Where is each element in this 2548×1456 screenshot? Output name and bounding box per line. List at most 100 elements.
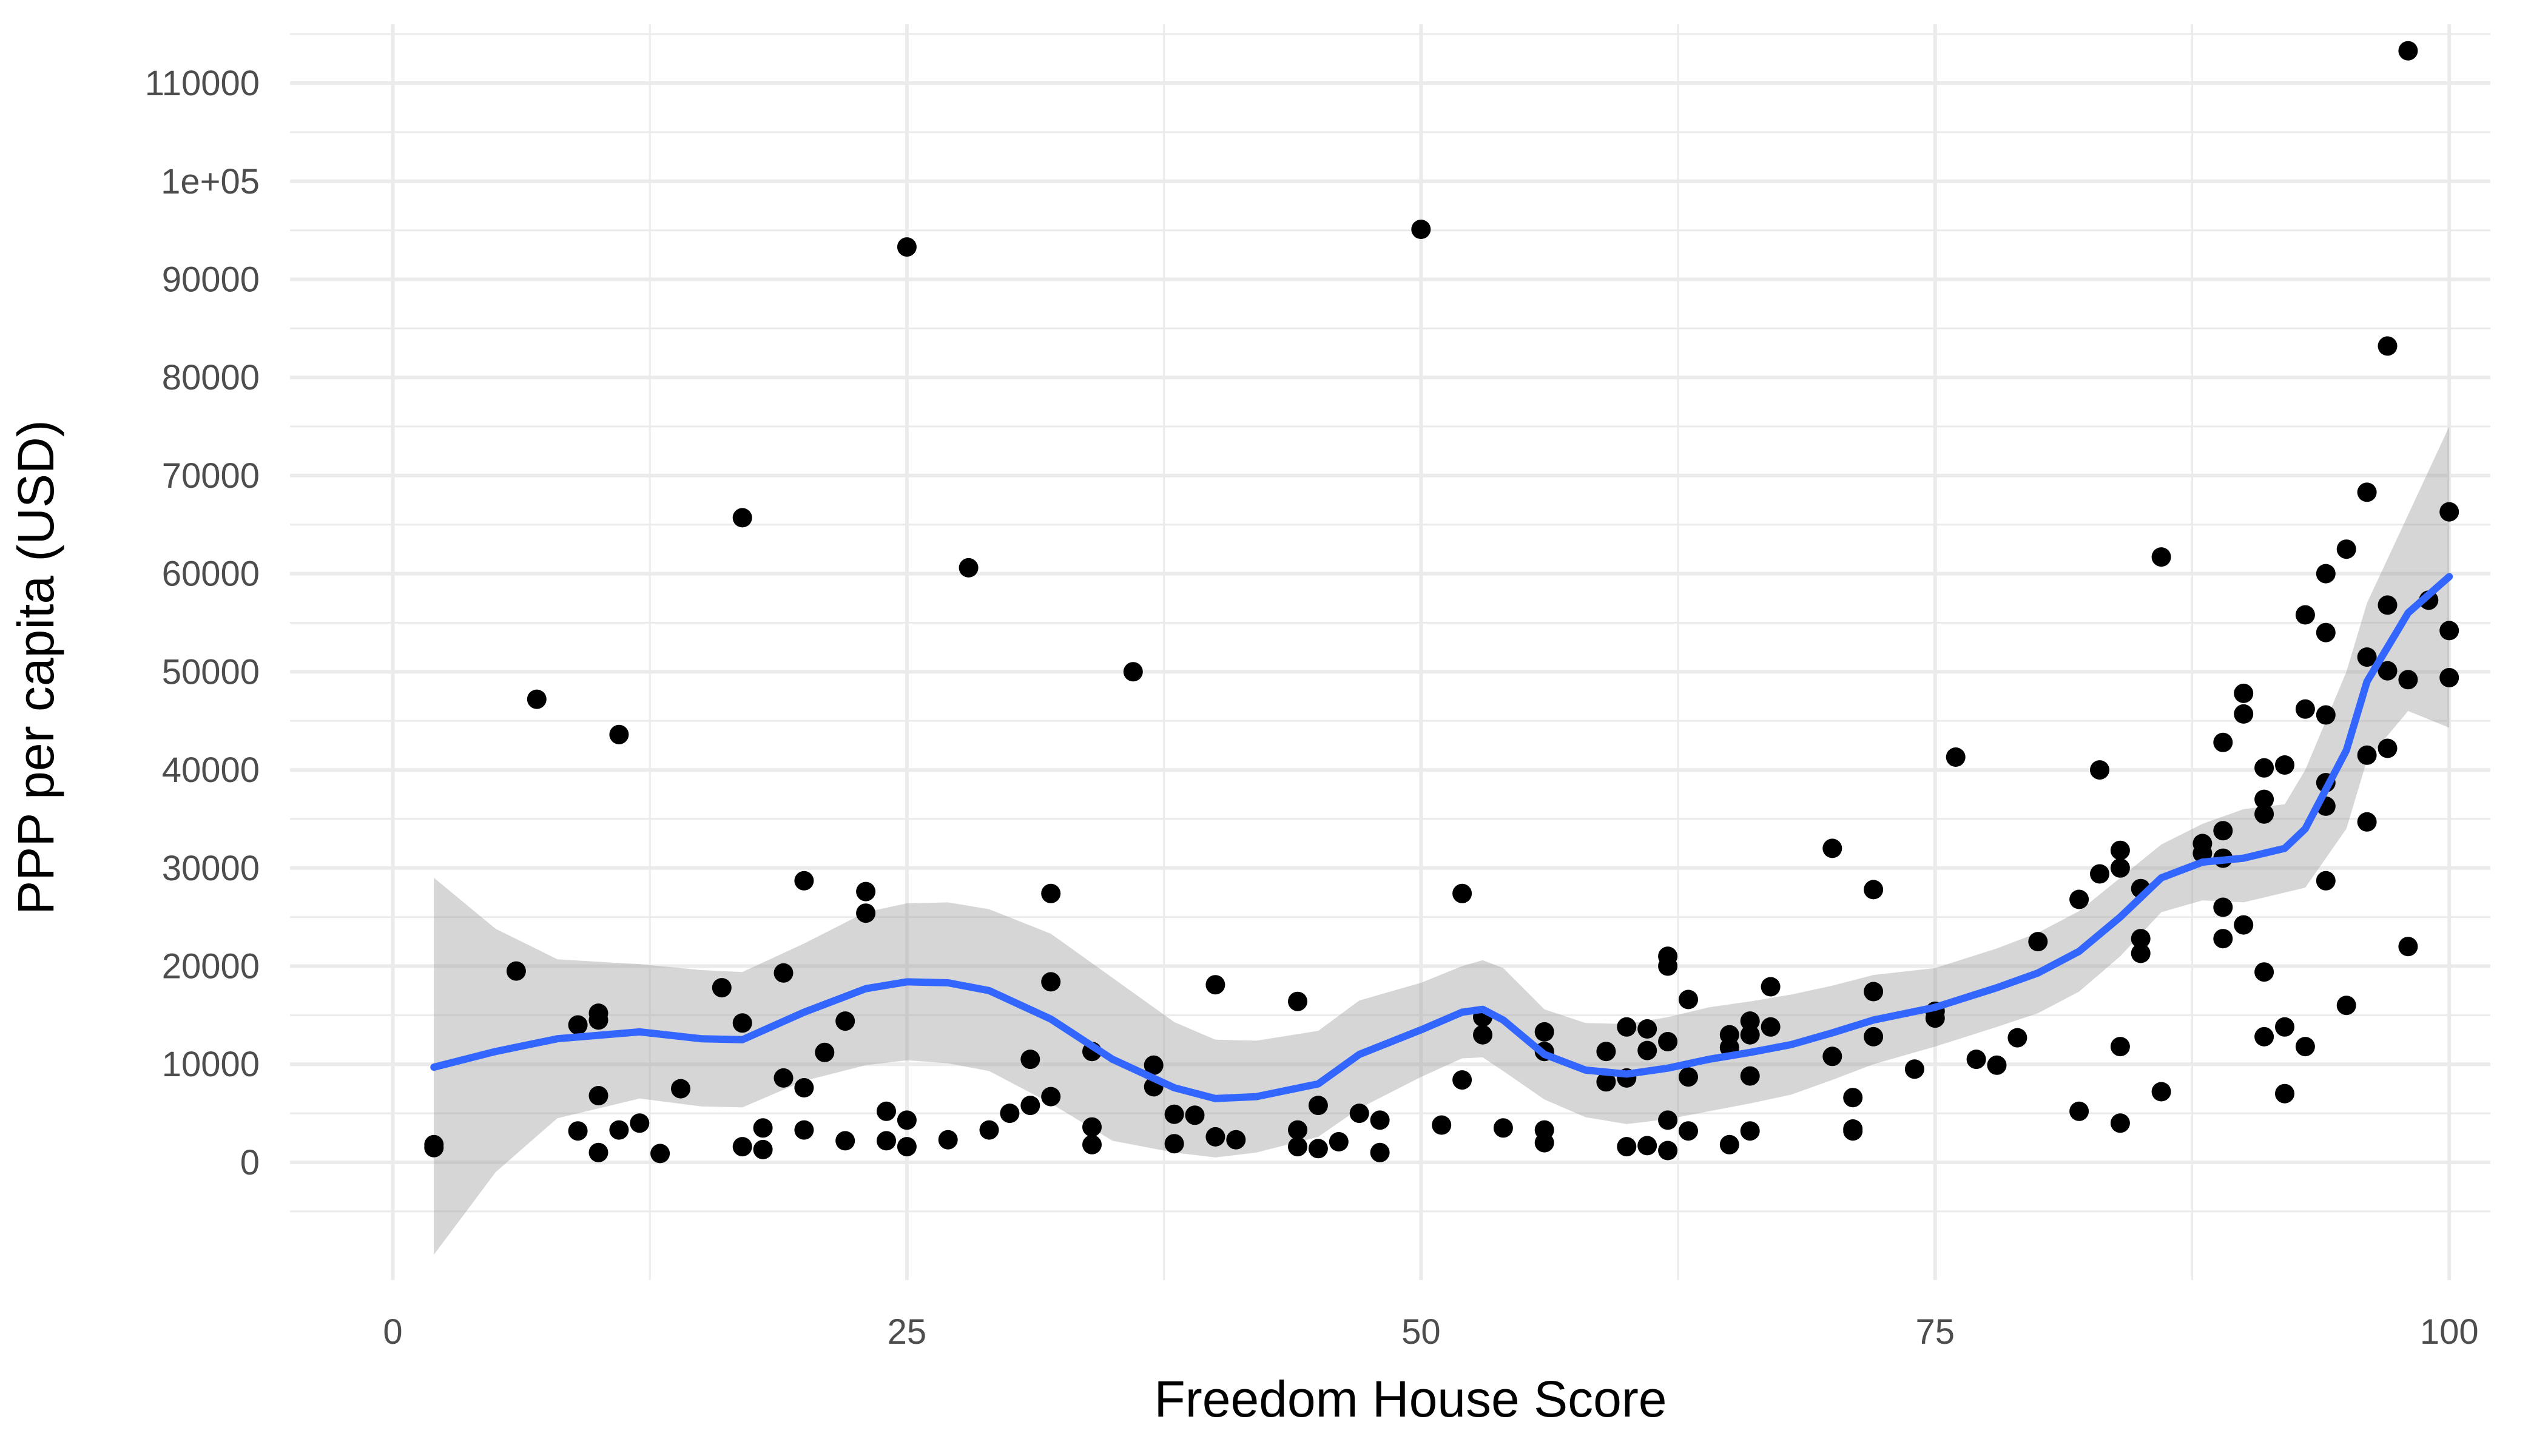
data-point [1493,1118,1513,1138]
data-point [1452,1070,1472,1090]
data-point [2439,502,2459,522]
data-point [1740,1025,1760,1045]
data-point [2357,647,2377,667]
data-point [1864,982,1884,1002]
data-point [2316,705,2336,725]
data-point [1925,1008,1945,1028]
smooth-trend-line [430,573,2453,1102]
data-point [588,1142,608,1162]
data-point [1843,1121,1863,1141]
data-point [1761,1017,1781,1037]
data-point [979,1120,999,1140]
data-point [2336,539,2356,559]
data-point [2213,821,2233,841]
y-tick-label: 10000 [162,1045,260,1084]
data-point [1164,1134,1184,1154]
data-point [1679,1067,1698,1087]
data-point [1679,989,1698,1009]
data-point [2110,840,2130,860]
data-point [1987,1055,2007,1075]
data-point [753,1139,773,1159]
y-tick-label: 0 [240,1143,260,1182]
data-point [2275,755,2294,775]
data-point [732,508,752,528]
data-point [609,724,629,744]
data-point [2254,789,2274,809]
data-point [1596,1072,1616,1092]
data-point [1534,1022,1554,1042]
y-axis-title: PPP per capita (USD) [7,420,64,914]
data-point [835,1011,855,1031]
data-point [1185,1105,1205,1125]
data-point [815,1042,835,1062]
data-point [671,1079,690,1099]
data-point [897,237,917,257]
data-point [1658,1110,1678,1130]
data-point [1205,1127,1225,1147]
data-point [1637,1040,1657,1060]
data-point [2439,668,2459,687]
data-point [2316,871,2336,891]
data-point [1288,1120,1307,1140]
data-point [2378,661,2398,681]
data-point [835,1131,855,1151]
x-axis-title: Freedom House Score [1154,1370,1667,1427]
data-point [794,871,814,891]
data-point [568,1121,588,1141]
data-point [2110,858,2130,878]
data-point [1864,880,1884,900]
data-point [568,1015,588,1035]
data-point [1679,1121,1698,1141]
data-point [856,881,876,902]
data-point [1596,1042,1616,1062]
data-point [753,1118,773,1138]
data-point [2151,1082,2171,1102]
data-point [1370,1142,1390,1162]
data-point [1822,838,1842,858]
data-point [2254,758,2274,778]
x-axis-ticks: 0 25 50 75 100 [383,1312,2478,1352]
confidence-band [434,426,2450,1255]
data-point [1123,662,1143,682]
data-point [897,1137,917,1157]
data-point [588,1010,608,1030]
data-point [1864,1026,1884,1046]
data-point [1740,1011,1760,1031]
data-point [2295,699,2315,719]
data-point [630,1113,650,1133]
data-point [2378,738,2398,758]
data-point [2213,732,2233,752]
data-point [2316,564,2336,584]
data-point [2398,937,2418,957]
data-point [2357,812,2377,832]
y-tick-label: 1e+05 [161,162,260,201]
data-point [1308,1096,1328,1116]
data-point [1658,1141,1678,1161]
y-tick-label: 30000 [162,849,260,888]
data-point [1966,1050,1986,1070]
data-point [2213,897,2233,917]
data-point [2275,1084,2294,1104]
data-point [2131,943,2151,963]
minor-grid-lines [290,24,2490,1280]
data-point [1144,1055,1164,1075]
data-point [1020,1050,1040,1070]
data-point [2398,670,2418,690]
data-point [1658,1032,1678,1051]
y-tick-label: 20000 [162,947,260,986]
data-point [856,903,876,923]
data-point [959,558,979,578]
data-point [1946,747,1966,767]
data-point [774,1068,794,1088]
data-point [1534,1133,1554,1153]
data-point [2357,745,2377,765]
data-point [2254,962,2274,982]
data-point [2295,605,2315,625]
data-point [1020,1096,1040,1116]
y-tick-label: 50000 [162,652,260,692]
data-point [2234,704,2254,724]
data-point [2151,547,2171,567]
data-point [774,963,794,983]
data-point [2213,929,2233,949]
